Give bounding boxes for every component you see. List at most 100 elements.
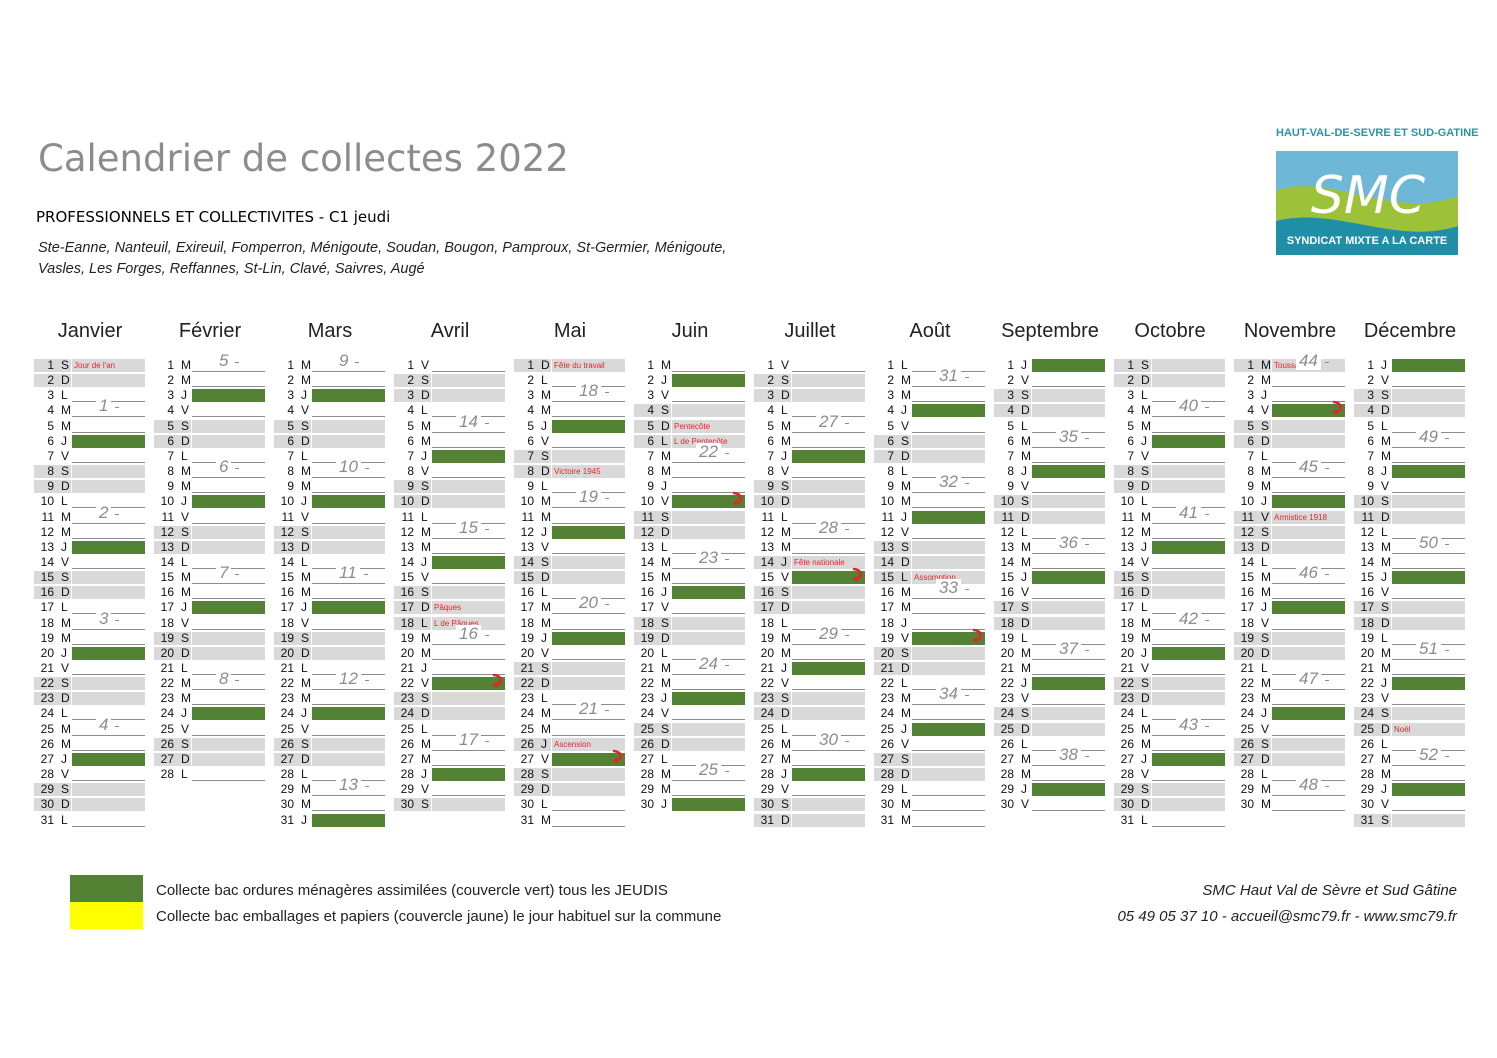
day-row: 28 L [154, 767, 266, 782]
week-number: 23 [696, 548, 729, 567]
weekend-shade [1114, 677, 1151, 691]
day-letter: S [61, 676, 70, 691]
day-row: 22 J [1354, 676, 1466, 691]
day-number: 10 [400, 494, 414, 509]
day-number: 8 [407, 464, 414, 479]
day-row: 17 J [274, 600, 386, 615]
week-number: 29 [816, 624, 849, 643]
weekend-shade [154, 525, 191, 539]
day-letter: M [181, 570, 191, 585]
day-cell [912, 646, 985, 660]
day-row: 26 J Ascension [514, 737, 626, 752]
day-number: 22 [160, 676, 174, 691]
day-number: 1 [1247, 358, 1254, 372]
day-row: 22 M 8 [154, 670, 266, 691]
day-letter: V [661, 706, 670, 721]
day-row: 12 V [874, 525, 986, 540]
day-row: 23 M [1234, 691, 1346, 706]
day-row: 10 L [34, 494, 146, 509]
day-row: 24 J [1234, 706, 1346, 721]
weekend-shade [1354, 722, 1391, 736]
week-number: 45 [1296, 458, 1329, 477]
day-letter: L [1381, 736, 1388, 751]
day-row: 13 M 50 [1354, 533, 1466, 555]
day-cell [72, 723, 145, 736]
day-number: 27 [520, 751, 534, 766]
day-number: 25 [280, 721, 294, 736]
day-letter: D [1141, 797, 1150, 812]
day-letter: D [1381, 403, 1390, 418]
day-number: 31 [280, 812, 294, 827]
day-letter: L [661, 645, 668, 660]
day-row: 19 V [874, 628, 986, 646]
collect-day-cell [792, 571, 865, 585]
day-letter: M [1261, 676, 1271, 691]
day-row: 17 L [1114, 600, 1226, 615]
day-row: 6 M 49 [1354, 427, 1466, 449]
day-cell [792, 495, 865, 509]
weekend-shade [754, 692, 791, 706]
day-letter: M [1021, 645, 1031, 660]
day-letter: J [1021, 358, 1027, 372]
day-number: 2 [767, 373, 774, 388]
day-row: 25 V [1234, 722, 1346, 737]
week-number: 44 [1296, 352, 1329, 370]
day-number: 26 [520, 736, 534, 751]
day-cell: Pâques [432, 601, 505, 615]
day-letter: M [661, 676, 671, 691]
day-cell [192, 374, 265, 388]
day-number: 20 [760, 645, 774, 660]
week-number: 15 [456, 518, 489, 537]
weekend-shade [994, 616, 1031, 630]
day-row: 22 D [514, 676, 626, 691]
day-number: 17 [520, 600, 534, 615]
day-row: 21 M [1354, 661, 1466, 676]
day-number: 16 [280, 585, 294, 600]
day-number: 24 [400, 706, 414, 721]
day-letter: M [661, 358, 671, 372]
day-number: 7 [647, 448, 654, 463]
weekend-shade [874, 434, 911, 448]
weekend-shade [1114, 480, 1151, 494]
day-row: 31 L [34, 813, 146, 828]
weekend-shade [634, 525, 671, 539]
day-cell [1032, 601, 1105, 615]
weekend-shade [274, 434, 311, 448]
day-number: 5 [287, 418, 294, 433]
day-cell [912, 768, 985, 782]
day-number: 15 [1360, 570, 1374, 585]
day-number: 25 [520, 721, 534, 736]
day-letter: M [541, 812, 551, 827]
holiday-label: Victoire 1945 [554, 467, 601, 477]
day-row: 24 V [634, 706, 746, 721]
day-row: 13 M 36 [994, 533, 1106, 555]
day-row: 21 S [514, 661, 626, 676]
day-letter: S [61, 358, 70, 372]
day-row: 27 M 52 [1354, 745, 1466, 767]
day-cell [1392, 647, 1465, 660]
day-number: 6 [767, 433, 774, 448]
weekend-shade [514, 662, 551, 675]
day-row: 16 D [1114, 585, 1226, 600]
day-letter: J [541, 630, 547, 645]
day-number: 6 [407, 433, 414, 448]
day-number: 8 [1247, 464, 1254, 479]
day-letter: V [1381, 797, 1390, 812]
day-row: 10 V [634, 492, 746, 509]
day-number: 12 [880, 524, 894, 539]
day-letter: M [1021, 554, 1031, 569]
day-number: 17 [1000, 600, 1014, 615]
day-number: 1 [47, 358, 54, 372]
day-letter: J [541, 524, 547, 539]
day-cell [72, 814, 145, 827]
day-row: 30 M [1234, 797, 1346, 812]
day-letter: L [1141, 706, 1148, 721]
collect-day-cell [1392, 359, 1465, 372]
day-cell [192, 480, 265, 494]
